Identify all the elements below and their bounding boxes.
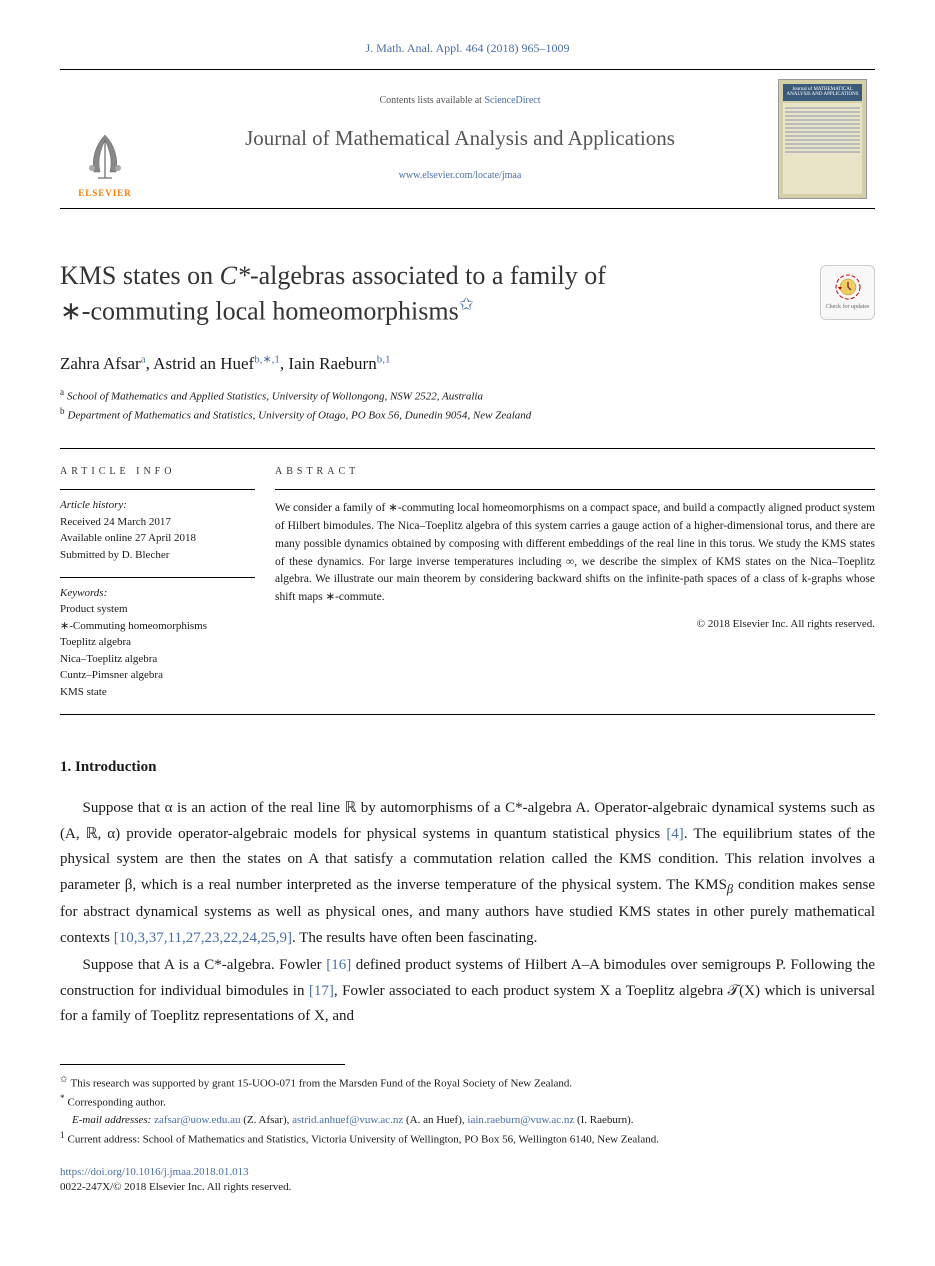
cite-16[interactable]: [16] xyxy=(326,957,351,973)
fn-1-sup: 1 xyxy=(60,1130,65,1140)
article-title-block: KMS states on C*-algebras associated to … xyxy=(60,259,875,328)
keywords-label: Keywords: xyxy=(60,586,255,601)
title-part1: KMS states on xyxy=(60,261,220,290)
emails-label: E-mail addresses: xyxy=(72,1114,154,1126)
cite-multi[interactable]: [10,3,37,11,27,23,22,24,25,9] xyxy=(114,930,292,946)
elsevier-text: ELSEVIER xyxy=(78,187,132,200)
journal-name: Journal of Mathematical Analysis and App… xyxy=(245,124,675,153)
affiliation-b: bDepartment of Mathematics and Statistic… xyxy=(60,405,875,424)
check-updates-label: Check for updates xyxy=(826,303,870,311)
affiliation-a: aSchool of Mathematics and Applied Stati… xyxy=(60,386,875,405)
email-2[interactable]: astrid.anhuef@vuw.ac.nz xyxy=(292,1114,403,1126)
keywords-subdivider xyxy=(60,577,255,578)
abstract-col: abstract We consider a family of ∗-commu… xyxy=(275,465,875,700)
section-1-heading: 1. Introduction xyxy=(60,757,875,778)
elsevier-logo[interactable]: ELSEVIER xyxy=(70,120,140,200)
history-label: Article history: xyxy=(60,498,255,513)
cite-17[interactable]: [17] xyxy=(309,983,334,999)
doi-link[interactable]: https://doi.org/10.1016/j.jmaa.2018.01.0… xyxy=(60,1166,249,1178)
affil-a-sup: a xyxy=(60,387,64,397)
author-1[interactable]: Zahra Afsara xyxy=(60,354,146,373)
affil-a-text: School of Mathematics and Applied Statis… xyxy=(67,391,483,403)
fn-corr-sup: * xyxy=(60,1093,65,1103)
p2-a: Suppose that A is a C*-algebra. Fowler xyxy=(83,957,327,973)
keyword-1: Product system xyxy=(60,601,255,618)
footnote-funding: ✩This research was supported by grant 15… xyxy=(60,1073,875,1093)
email-1-who: (Z. Afsar) xyxy=(243,1114,286,1126)
top-divider xyxy=(60,448,875,449)
email-3[interactable]: iain.raeburn@vuw.ac.nz xyxy=(467,1114,574,1126)
journal-header-center: Contents lists available at ScienceDirec… xyxy=(150,70,770,208)
contents-prefix: Contents lists available at xyxy=(379,95,484,106)
elsevier-tree-icon xyxy=(80,130,130,185)
article-info-header: article info xyxy=(60,465,255,479)
keyword-5: Cuntz–Pimsner algebra xyxy=(60,667,255,684)
author-1-sup[interactable]: a xyxy=(141,353,146,365)
abstract-header: abstract xyxy=(275,465,875,479)
check-for-updates-button[interactable]: Check for updates xyxy=(820,265,875,320)
title-math: C* xyxy=(220,261,250,290)
history-received: Received 24 March 2017 xyxy=(60,514,255,531)
authors-line: Zahra Afsara, Astrid an Huefb,∗,1, Iain … xyxy=(60,352,875,376)
keyword-2: ∗-Commuting homeomorphisms xyxy=(60,618,255,635)
footnote-corresponding: *Corresponding author. xyxy=(60,1092,875,1112)
email-3-who: (I. Raeburn) xyxy=(577,1114,631,1126)
mid-divider xyxy=(60,714,875,715)
author-2-sup[interactable]: b,∗,1 xyxy=(254,353,280,365)
abstract-text: We consider a family of ∗-commuting loca… xyxy=(275,500,875,607)
author-2[interactable]: Astrid an Huefb,∗,1 xyxy=(153,354,280,373)
issn-copyright: 0022-247X/© 2018 Elsevier Inc. All right… xyxy=(60,1181,291,1193)
doi-block: https://doi.org/10.1016/j.jmaa.2018.01.0… xyxy=(60,1165,875,1196)
journal-homepage-link[interactable]: www.elsevier.com/locate/jmaa xyxy=(399,169,522,183)
footnotes: ✩This research was supported by grant 15… xyxy=(60,1073,875,1149)
history-online: Available online 27 April 2018 xyxy=(60,530,255,547)
fn-star-text: This research was supported by grant 15-… xyxy=(71,1077,573,1089)
journal-reference: J. Math. Anal. Appl. 464 (2018) 965–1009 xyxy=(60,40,875,57)
check-updates-icon xyxy=(834,273,862,301)
footnotes-rule xyxy=(60,1064,345,1073)
publisher-logo-cell: ELSEVIER xyxy=(60,70,150,208)
sciencedirect-link[interactable]: ScienceDirect xyxy=(484,95,540,106)
author-3-name: Iain Raeburn xyxy=(288,354,376,373)
abstract-subdivider xyxy=(275,489,875,490)
title-funding-star[interactable]: ✩ xyxy=(459,294,474,314)
journal-cover-cell: Journal of MATHEMATICAL ANALYSIS AND APP… xyxy=(770,70,875,208)
affil-b-sup: b xyxy=(60,406,65,416)
cover-title: Journal of MATHEMATICAL ANALYSIS AND APP… xyxy=(783,84,862,101)
history-submitted: Submitted by D. Blecher xyxy=(60,547,255,564)
title-part2: ∗-commuting local homeomorphisms xyxy=(60,296,459,325)
article-info-col: article info Article history: Received 2… xyxy=(60,465,275,700)
article-title: KMS states on C*-algebras associated to … xyxy=(60,259,800,328)
email-1[interactable]: zafsar@uow.edu.au xyxy=(154,1114,240,1126)
journal-header: ELSEVIER Contents lists available at Sci… xyxy=(60,69,875,209)
title-part1b: -algebras associated to a family of xyxy=(250,261,606,290)
fn-1-text: Current address: School of Mathematics a… xyxy=(68,1134,659,1146)
keyword-3: Toeplitz algebra xyxy=(60,634,255,651)
p1-d: . The results have often been fascinatin… xyxy=(292,930,537,946)
affil-b-text: Department of Mathematics and Statistics… xyxy=(68,410,532,422)
author-1-name: Zahra Afsar xyxy=(60,354,141,373)
cite-4[interactable]: [4] xyxy=(666,826,684,842)
footnote-emails: E-mail addresses: zafsar@uow.edu.au (Z. … xyxy=(60,1112,875,1129)
info-subdivider xyxy=(60,489,255,490)
journal-cover-thumbnail[interactable]: Journal of MATHEMATICAL ANALYSIS AND APP… xyxy=(778,79,867,199)
email-2-who: (A. an Huef) xyxy=(406,1114,462,1126)
info-abstract-row: article info Article history: Received 2… xyxy=(60,465,875,700)
author-3[interactable]: Iain Raeburnb,1 xyxy=(288,354,390,373)
fn-corr-text: Corresponding author. xyxy=(68,1097,166,1109)
affiliations: aSchool of Mathematics and Applied Stati… xyxy=(60,386,875,424)
author-2-name: Astrid an Huef xyxy=(153,354,254,373)
keyword-6: KMS state xyxy=(60,684,255,701)
footnote-current-address: 1Current address: School of Mathematics … xyxy=(60,1129,875,1149)
fn-star-sup: ✩ xyxy=(60,1074,68,1084)
author-3-sup[interactable]: b,1 xyxy=(377,353,391,365)
keyword-4: Nica–Toeplitz algebra xyxy=(60,651,255,668)
intro-para-2: Suppose that A is a C*-algebra. Fowler [… xyxy=(60,953,875,1030)
contents-available-line: Contents lists available at ScienceDirec… xyxy=(379,94,540,108)
cover-body xyxy=(783,103,862,194)
abstract-copyright: © 2018 Elsevier Inc. All rights reserved… xyxy=(275,617,875,632)
intro-para-1: Suppose that α is an action of the real … xyxy=(60,796,875,951)
keywords-block: Keywords: Product system ∗-Commuting hom… xyxy=(60,577,255,700)
